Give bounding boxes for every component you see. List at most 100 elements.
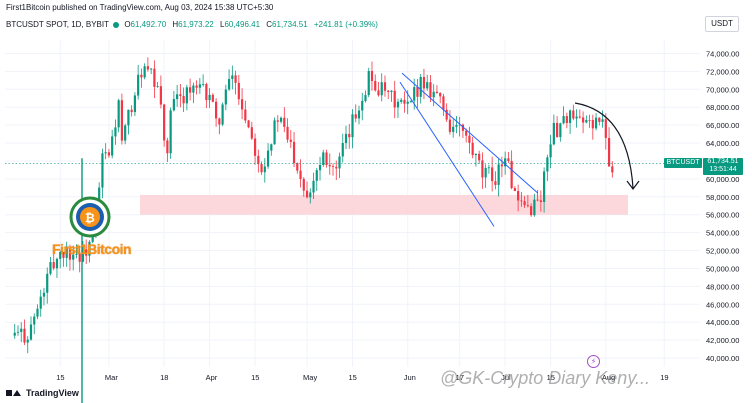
candle-body bbox=[445, 109, 448, 120]
candle-body bbox=[263, 166, 266, 173]
high-label: H bbox=[172, 20, 179, 29]
grid-layer bbox=[5, 40, 700, 367]
candle-body bbox=[250, 127, 253, 139]
candle-body bbox=[237, 82, 240, 100]
ticker-row: BTCUSDT SPOT, 1D, BYBIT O61,492.70 H61,9… bbox=[6, 20, 382, 29]
y-tick-label: 40,000.00 bbox=[706, 354, 739, 363]
candle-body bbox=[494, 181, 497, 185]
candle-body bbox=[458, 124, 461, 126]
candle-body bbox=[546, 157, 549, 172]
candle-body bbox=[526, 205, 529, 207]
candle-body bbox=[234, 75, 237, 83]
candle-body bbox=[556, 122, 559, 138]
candle-body bbox=[208, 94, 211, 101]
candle-body bbox=[68, 248, 72, 260]
candle-body bbox=[13, 332, 16, 336]
price-tag-pair: BTCUSDT bbox=[664, 158, 702, 169]
low-label: L bbox=[219, 20, 225, 29]
candle-body bbox=[471, 142, 474, 156]
y-tick-label: 64,000.00 bbox=[706, 139, 739, 148]
candle-body bbox=[575, 116, 578, 119]
candle-body bbox=[195, 85, 198, 88]
candle-body bbox=[107, 152, 111, 156]
candle-body bbox=[448, 119, 452, 132]
candle-body bbox=[185, 87, 188, 104]
candle-body bbox=[426, 82, 429, 89]
candle-body bbox=[124, 125, 127, 141]
candle-body bbox=[585, 119, 588, 123]
candle-body bbox=[396, 101, 400, 108]
candle-body bbox=[198, 84, 201, 88]
candle-body bbox=[364, 95, 367, 101]
candle-body bbox=[276, 120, 279, 122]
lightning-icon[interactable]: ⚡ bbox=[587, 355, 600, 368]
candle-body bbox=[296, 163, 299, 171]
price-tag-countdown: 13:51:44 bbox=[709, 166, 737, 174]
candle-body bbox=[111, 136, 114, 156]
candle-body bbox=[413, 87, 416, 101]
candle-body bbox=[452, 126, 455, 132]
candle-body bbox=[23, 328, 26, 343]
candle-body bbox=[351, 114, 354, 138]
candle-body bbox=[224, 89, 227, 105]
candle-body bbox=[325, 152, 328, 165]
candle-body bbox=[465, 130, 468, 136]
candle-body bbox=[283, 117, 286, 127]
y-tick-label: 50,000.00 bbox=[706, 264, 739, 273]
candle-body bbox=[439, 92, 442, 97]
symbol-label[interactable]: BTCUSDT SPOT, 1D, BYBIT bbox=[6, 20, 109, 29]
x-tick-label: 18 bbox=[160, 373, 168, 382]
candle-body bbox=[315, 170, 318, 181]
candle-body bbox=[406, 101, 409, 104]
y-tick-label: 56,000.00 bbox=[706, 211, 739, 220]
candle-body bbox=[419, 76, 422, 97]
candle-body bbox=[536, 199, 539, 201]
candle-body bbox=[130, 109, 133, 113]
candle-body bbox=[81, 249, 85, 262]
x-axis: 15 Mar 18 Apr 15 May 15 Jun 17 Jul 15 Aug 19 bbox=[56, 373, 668, 382]
y-tick-label: 52,000.00 bbox=[706, 247, 739, 256]
candle-body bbox=[127, 109, 130, 126]
candle-body bbox=[137, 74, 140, 96]
candle-body bbox=[46, 273, 49, 293]
candle-body bbox=[481, 160, 484, 178]
candle-body bbox=[578, 116, 581, 118]
candle-body bbox=[36, 308, 39, 317]
candle-body bbox=[312, 180, 315, 193]
candle-body bbox=[403, 99, 406, 104]
candle-body bbox=[159, 86, 162, 105]
x-tick-label: May bbox=[303, 373, 317, 382]
candle-body bbox=[270, 144, 273, 151]
candle-body bbox=[227, 79, 231, 90]
candle-body bbox=[49, 262, 52, 274]
candle-body bbox=[176, 94, 179, 100]
candle-body bbox=[549, 144, 552, 158]
y-tick-label: 54,000.00 bbox=[706, 229, 739, 238]
candle-body bbox=[594, 117, 598, 129]
x-tick-label: Mar bbox=[105, 373, 118, 382]
candle-body bbox=[517, 191, 520, 201]
candle-body bbox=[117, 100, 120, 128]
candle-body bbox=[75, 254, 78, 255]
candle-body bbox=[435, 91, 439, 93]
candle-body bbox=[581, 117, 585, 123]
market-status-dot bbox=[113, 21, 120, 28]
y-tick-label: 42,000.00 bbox=[706, 336, 739, 345]
candle-body bbox=[205, 84, 208, 101]
candle-body bbox=[55, 258, 59, 269]
footer-brand[interactable]: TradingView bbox=[6, 388, 79, 398]
candle-body bbox=[383, 82, 387, 91]
candle-body bbox=[143, 66, 146, 78]
candle-body bbox=[140, 74, 143, 78]
candle-body bbox=[221, 104, 224, 125]
low-value: 60,496.41 bbox=[224, 20, 261, 29]
candle-body bbox=[478, 153, 481, 161]
candle-body bbox=[292, 141, 296, 164]
currency-button[interactable]: USDT bbox=[705, 16, 739, 32]
candle-body bbox=[361, 100, 364, 111]
candle-body bbox=[318, 164, 322, 171]
y-tick-label: 72,000.00 bbox=[706, 67, 739, 76]
channel-upper-line bbox=[401, 72, 539, 194]
candle-body bbox=[468, 135, 471, 143]
